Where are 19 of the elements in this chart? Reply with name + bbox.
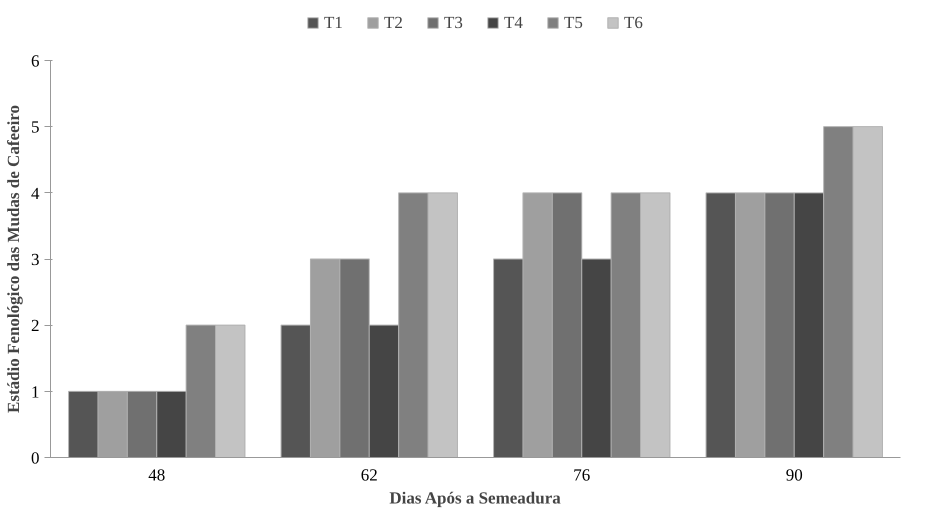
y-tick-label: 6	[31, 52, 40, 70]
y-tick-label: 5	[31, 118, 40, 137]
y-tick-label: 4	[31, 184, 40, 203]
x-tick-label: 76	[573, 466, 590, 484]
legend-label: T2	[384, 12, 404, 32]
legend-label: T5	[564, 12, 584, 32]
y-tick-label: 1	[31, 382, 40, 402]
y-tick-label: 0	[31, 448, 40, 468]
x-axis-title: Dias Após a Semeadura	[389, 488, 562, 508]
legend-label: T1	[324, 12, 344, 32]
legend-label: T4	[504, 12, 524, 32]
x-tick-label: 62	[360, 466, 378, 484]
legend-label: T3	[444, 12, 464, 32]
legend-label: T6	[624, 12, 644, 32]
y-tick-label: 3	[31, 250, 40, 269]
y-axis-title: Estádio Fenológico das Mudas de Cafeeiro	[4, 104, 23, 414]
x-tick-label: 90	[786, 466, 803, 484]
x-tick-label: 48	[148, 466, 166, 484]
y-tick-label: 2	[31, 316, 40, 336]
